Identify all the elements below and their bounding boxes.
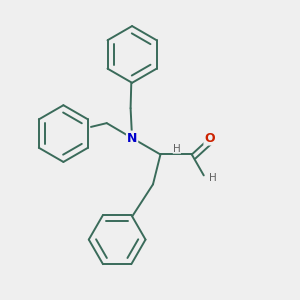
Text: H: H: [173, 143, 181, 154]
Text: O: O: [204, 132, 215, 145]
Text: N: N: [127, 132, 137, 145]
Text: H: H: [209, 173, 217, 183]
